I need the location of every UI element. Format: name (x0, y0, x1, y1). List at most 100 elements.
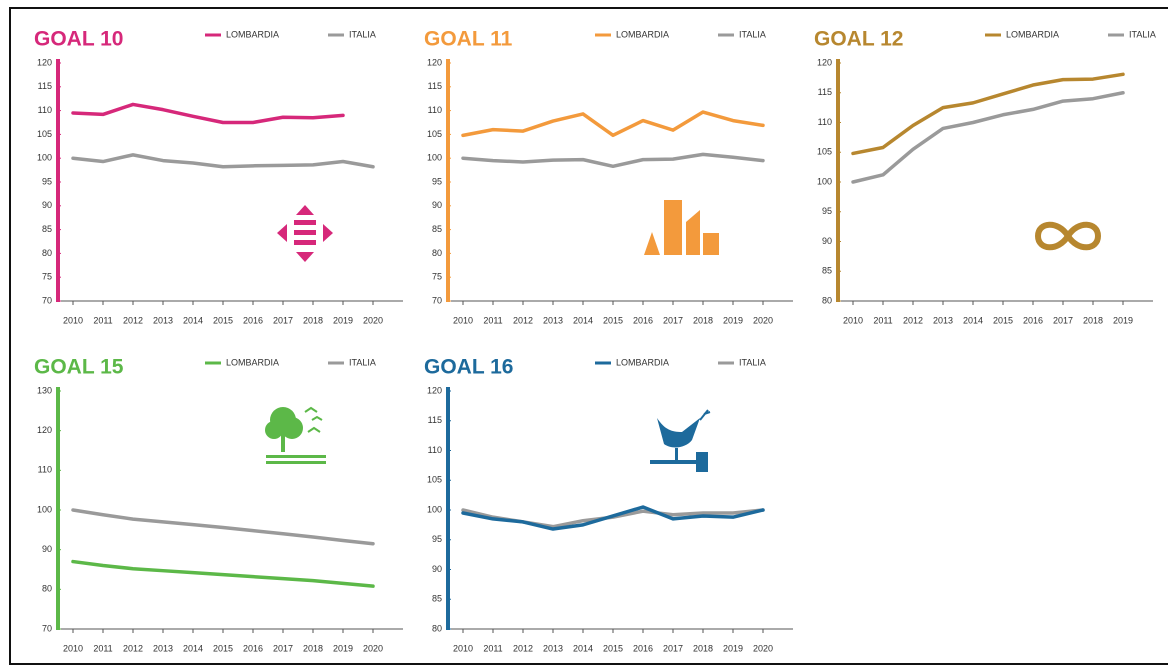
x-tick-label: 2012 (123, 643, 143, 653)
x-tick-label: 2017 (663, 315, 683, 325)
y-tick-label: 115 (818, 87, 832, 97)
legend-label: LOMBARDIA (616, 29, 669, 39)
legend-label: LOMBARDIA (616, 357, 669, 367)
y-tick-label: 110 (428, 445, 442, 455)
y-tick-label: 80 (822, 295, 832, 305)
y-tick-label: 100 (817, 176, 832, 186)
legend-label: LOMBARDIA (226, 357, 279, 367)
y-tick-label: 110 (428, 105, 442, 115)
y-tick-label: 90 (42, 200, 52, 210)
x-tick-label: 2018 (1083, 315, 1103, 325)
x-tick-label: 2010 (63, 643, 83, 653)
legend-label: ITALIA (1129, 29, 1156, 39)
series-line (461, 508, 765, 529)
y-tick-label: 85 (822, 266, 832, 276)
y-tick-label: 85 (42, 224, 52, 234)
x-tick-label: 2012 (513, 315, 533, 325)
x-tick-label: 2012 (513, 643, 533, 653)
y-tick-label: 80 (42, 248, 52, 258)
y-tick-label: 100 (37, 153, 52, 163)
y-tick-label: 90 (432, 200, 442, 210)
panel-title: GOAL 10 (34, 28, 123, 51)
y-tick-label: 115 (428, 415, 442, 425)
x-tick-label: 2013 (933, 315, 953, 325)
x-tick-label: 2010 (843, 315, 863, 325)
y-tick-label: 70 (42, 623, 52, 633)
y-tick-label: 85 (432, 224, 442, 234)
x-tick-label: 2013 (543, 315, 563, 325)
x-tick-label: 2014 (183, 643, 203, 653)
x-tick-label: 2020 (363, 643, 383, 653)
x-tick-label: 2018 (303, 315, 323, 325)
x-tick-label: 2015 (603, 315, 623, 325)
x-tick-label: 2015 (213, 315, 233, 325)
x-tick-label: 2019 (723, 315, 743, 325)
y-tick-label: 95 (42, 176, 52, 186)
legend-label: ITALIA (349, 357, 376, 367)
y-tick-label: 105 (427, 129, 442, 139)
x-tick-label: 2016 (633, 643, 653, 653)
x-tick-label: 2013 (543, 643, 563, 653)
y-tick-label: 120 (37, 57, 52, 67)
y-tick-label: 95 (822, 206, 832, 216)
series-line (461, 505, 765, 531)
y-tick-label: 100 (37, 504, 52, 514)
y-tick-label: 75 (42, 272, 52, 282)
x-tick-label: 2014 (963, 315, 983, 325)
frame (9, 7, 1168, 665)
legend-label: ITALIA (739, 357, 766, 367)
y-tick-label: 120 (817, 57, 832, 67)
x-tick-label: 2012 (903, 315, 923, 325)
y-tick-label: 85 (432, 594, 442, 604)
series-line (851, 91, 1125, 184)
y-tick-label: 70 (42, 295, 52, 305)
x-tick-label: 2020 (753, 315, 773, 325)
y-tick-label: 95 (432, 534, 442, 544)
x-tick-label: 2018 (303, 643, 323, 653)
x-tick-label: 2016 (243, 643, 263, 653)
x-tick-label: 2013 (153, 315, 173, 325)
x-tick-label: 2014 (573, 315, 593, 325)
legend-label: ITALIA (349, 29, 376, 39)
series-line (461, 110, 765, 138)
series-line (71, 153, 375, 169)
x-tick-label: 2018 (693, 315, 713, 325)
x-tick-label: 2015 (213, 643, 233, 653)
x-tick-label: 2014 (573, 643, 593, 653)
icon-goal16 (650, 409, 711, 472)
y-tick-label: 100 (427, 504, 442, 514)
x-tick-label: 2011 (483, 315, 502, 325)
y-tick-label: 130 (37, 385, 52, 395)
x-tick-label: 2010 (63, 315, 83, 325)
icon-goal10 (277, 205, 333, 262)
y-tick-label: 110 (818, 117, 832, 127)
y-tick-label: 80 (432, 248, 442, 258)
x-tick-label: 2010 (453, 643, 473, 653)
y-tick-label: 90 (822, 236, 832, 246)
x-tick-label: 2011 (93, 643, 112, 653)
x-tick-label: 2011 (483, 643, 502, 653)
x-tick-label: 2017 (663, 643, 683, 653)
x-tick-label: 2019 (723, 643, 743, 653)
y-tick-label: 105 (817, 147, 832, 157)
x-tick-label: 2014 (183, 315, 203, 325)
x-tick-label: 2017 (273, 643, 293, 653)
y-tick-label: 105 (427, 475, 442, 485)
series-line (71, 508, 375, 546)
icon-goal11 (644, 200, 719, 255)
y-tick-label: 70 (432, 295, 442, 305)
series-line (851, 72, 1125, 156)
y-tick-label: 120 (427, 57, 442, 67)
x-tick-label: 2019 (1113, 315, 1133, 325)
x-tick-label: 2016 (243, 315, 263, 325)
y-tick-label: 115 (428, 81, 442, 91)
y-tick-label: 80 (432, 623, 442, 633)
x-tick-label: 2017 (273, 315, 293, 325)
x-tick-label: 2019 (333, 643, 353, 653)
x-tick-label: 2020 (363, 315, 383, 325)
panel-title: GOAL 12 (814, 28, 903, 51)
y-tick-label: 105 (37, 129, 52, 139)
x-tick-label: 2010 (453, 315, 473, 325)
